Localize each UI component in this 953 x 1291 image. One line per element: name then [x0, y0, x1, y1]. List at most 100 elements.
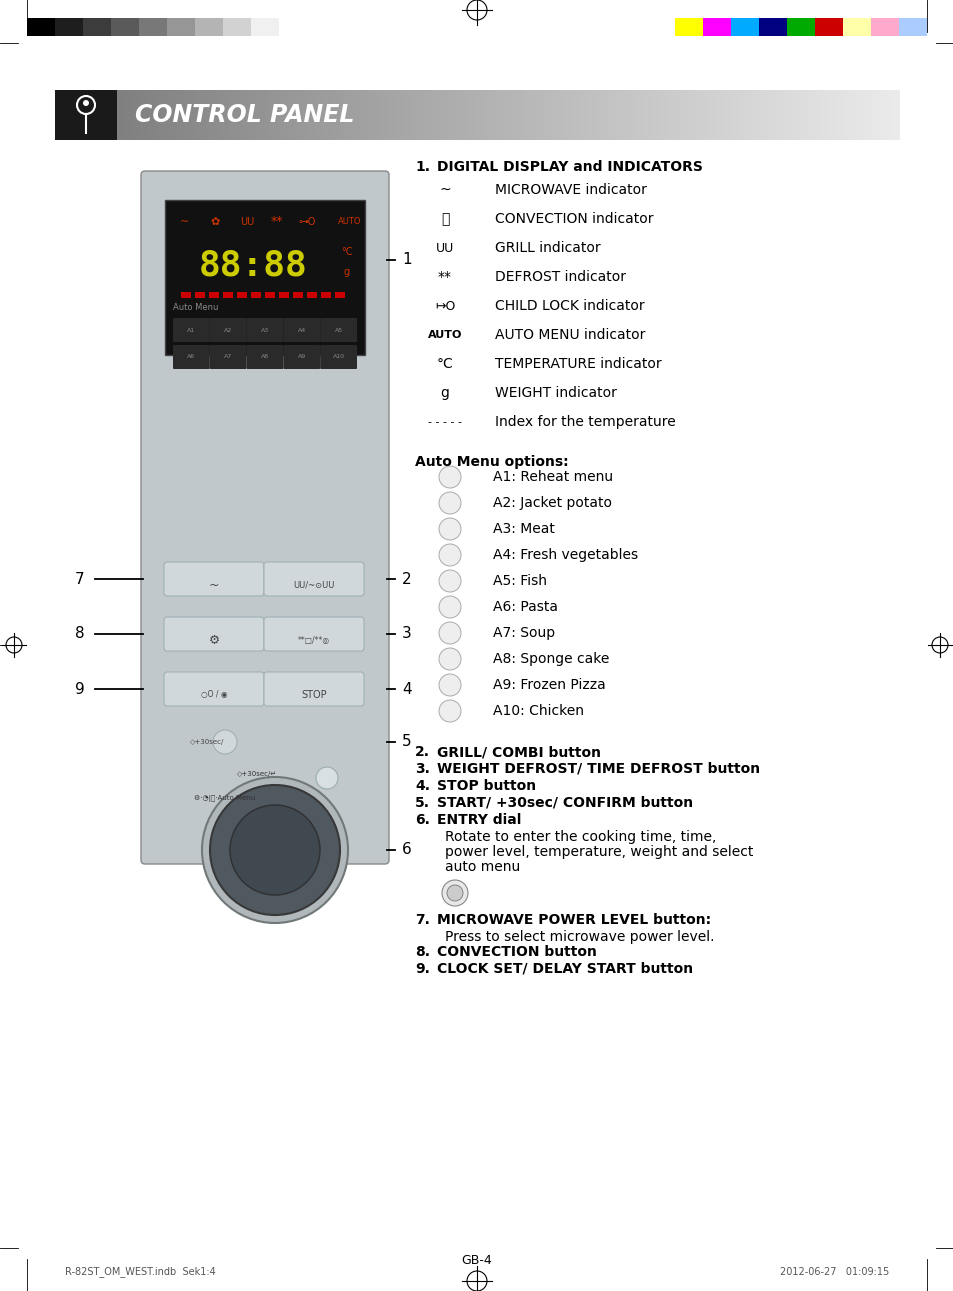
Bar: [317, 90, 321, 139]
Bar: [182, 90, 185, 139]
Bar: [375, 90, 378, 139]
Bar: [232, 90, 234, 139]
Bar: [691, 90, 694, 139]
Bar: [274, 90, 276, 139]
Bar: [495, 90, 498, 139]
Bar: [774, 90, 777, 139]
Bar: [315, 90, 318, 139]
Bar: [216, 90, 219, 139]
Bar: [573, 90, 577, 139]
Bar: [620, 90, 623, 139]
Bar: [898, 18, 926, 36]
Bar: [156, 90, 159, 139]
Bar: [841, 90, 844, 139]
Bar: [208, 90, 212, 139]
Text: ⚙: ⚙: [208, 634, 219, 647]
Text: ~: ~: [180, 217, 190, 227]
Bar: [194, 18, 223, 36]
Text: ◇+30sec/↵: ◇+30sec/↵: [236, 771, 276, 777]
Bar: [143, 90, 146, 139]
Text: 1: 1: [401, 253, 411, 267]
Bar: [724, 90, 727, 139]
Bar: [193, 90, 195, 139]
Bar: [523, 90, 527, 139]
Bar: [583, 90, 587, 139]
Bar: [443, 90, 446, 139]
Bar: [338, 90, 341, 139]
Bar: [335, 90, 339, 139]
Bar: [735, 90, 738, 139]
Bar: [586, 90, 589, 139]
Text: 8.: 8.: [415, 945, 430, 959]
Bar: [179, 90, 183, 139]
Bar: [641, 90, 644, 139]
Bar: [883, 90, 886, 139]
Text: 2012-06-27   01:09:15: 2012-06-27 01:09:15: [779, 1266, 888, 1277]
Bar: [169, 90, 172, 139]
Bar: [829, 90, 832, 139]
Circle shape: [213, 729, 236, 754]
Bar: [194, 292, 205, 298]
Bar: [482, 90, 485, 139]
Bar: [292, 90, 294, 139]
Bar: [547, 90, 550, 139]
Bar: [787, 90, 790, 139]
Bar: [211, 90, 213, 139]
Bar: [565, 90, 568, 139]
Bar: [433, 90, 436, 139]
Bar: [367, 90, 371, 139]
Bar: [717, 90, 720, 139]
Bar: [542, 90, 545, 139]
Bar: [560, 90, 563, 139]
Bar: [310, 90, 313, 139]
Text: 3: 3: [401, 626, 412, 642]
Text: CONVECTION button: CONVECTION button: [436, 945, 597, 959]
Text: g: g: [440, 386, 449, 400]
Text: ⚙·◔|⌹·Auto Menu: ⚙·◔|⌹·Auto Menu: [194, 794, 255, 802]
Bar: [860, 90, 863, 139]
Text: WEIGHT indicator: WEIGHT indicator: [495, 386, 617, 400]
Bar: [730, 18, 759, 36]
Bar: [612, 90, 616, 139]
Text: GB-4: GB-4: [461, 1254, 492, 1266]
Bar: [335, 292, 345, 298]
Circle shape: [438, 492, 460, 514]
Bar: [680, 90, 683, 139]
Bar: [610, 90, 613, 139]
Bar: [250, 90, 253, 139]
Bar: [355, 90, 357, 139]
Bar: [700, 90, 704, 139]
Bar: [128, 90, 131, 139]
Circle shape: [438, 466, 460, 488]
Bar: [404, 90, 407, 139]
Bar: [706, 90, 709, 139]
Bar: [394, 90, 396, 139]
Bar: [555, 90, 558, 139]
Bar: [331, 90, 334, 139]
Text: 5.: 5.: [415, 797, 430, 809]
Bar: [625, 90, 628, 139]
Bar: [738, 90, 740, 139]
Text: CLOCK SET/ DELAY START button: CLOCK SET/ DELAY START button: [436, 962, 693, 976]
Bar: [688, 90, 691, 139]
Bar: [401, 90, 404, 139]
Text: **: **: [271, 216, 283, 229]
Bar: [709, 90, 712, 139]
Bar: [633, 90, 637, 139]
Bar: [293, 292, 303, 298]
Bar: [831, 90, 835, 139]
Bar: [678, 90, 680, 139]
Bar: [714, 90, 717, 139]
Text: A2: A2: [224, 328, 233, 333]
Bar: [693, 90, 697, 139]
Bar: [223, 292, 233, 298]
Bar: [299, 90, 302, 139]
Bar: [111, 18, 139, 36]
Bar: [138, 90, 141, 139]
Bar: [599, 90, 602, 139]
Text: Auto Menu: Auto Menu: [172, 303, 218, 312]
Bar: [888, 90, 892, 139]
Bar: [789, 90, 793, 139]
Bar: [699, 90, 701, 139]
Bar: [516, 90, 518, 139]
